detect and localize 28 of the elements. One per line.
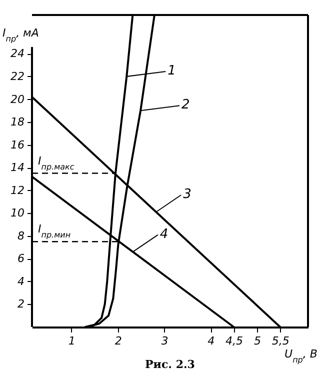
x-tick-label: 4,5 — [226, 334, 244, 348]
y-tick-label: 20 — [10, 92, 24, 106]
text: Рис. 2.3 — [145, 358, 195, 371]
y-tick-label: 10 — [10, 206, 24, 220]
x-tick-label: 3 — [161, 334, 168, 348]
x-axis-title: U$_{пр}$, В — [284, 348, 318, 364]
ref-line-label: I$_{пр.мин}$ — [38, 222, 71, 240]
x-tick-label: 2 — [114, 334, 122, 348]
ref-line-label: I$_{пр.макс}$ — [38, 154, 75, 171]
x-tick-label: 5 — [254, 334, 261, 348]
x-tick-label: 4 — [208, 334, 215, 348]
x-tick-label: 1 — [68, 334, 76, 348]
y-tick-label: 16 — [10, 138, 24, 152]
y-tick-label: 18 — [10, 116, 24, 129]
x-tick-label: 5,5 — [272, 334, 290, 348]
y-tick-label: 6 — [18, 252, 24, 266]
y-tick-label: 24 — [10, 47, 24, 60]
y-tick-label: 8 — [18, 229, 24, 242]
legend-label: 3 — [183, 186, 192, 202]
y-tick-label: 14 — [10, 161, 24, 174]
y-axis-title: I$_{пр}$, мА — [2, 26, 39, 43]
legend-label: 4 — [160, 226, 168, 242]
legend-label: 1 — [168, 63, 176, 78]
y-tick-label: 22 — [10, 70, 24, 83]
legend-label: 2 — [182, 98, 190, 113]
y-tick-label: 12 — [10, 184, 24, 197]
y-tick-label: 2 — [18, 298, 24, 311]
y-tick-label: 4 — [18, 274, 24, 288]
